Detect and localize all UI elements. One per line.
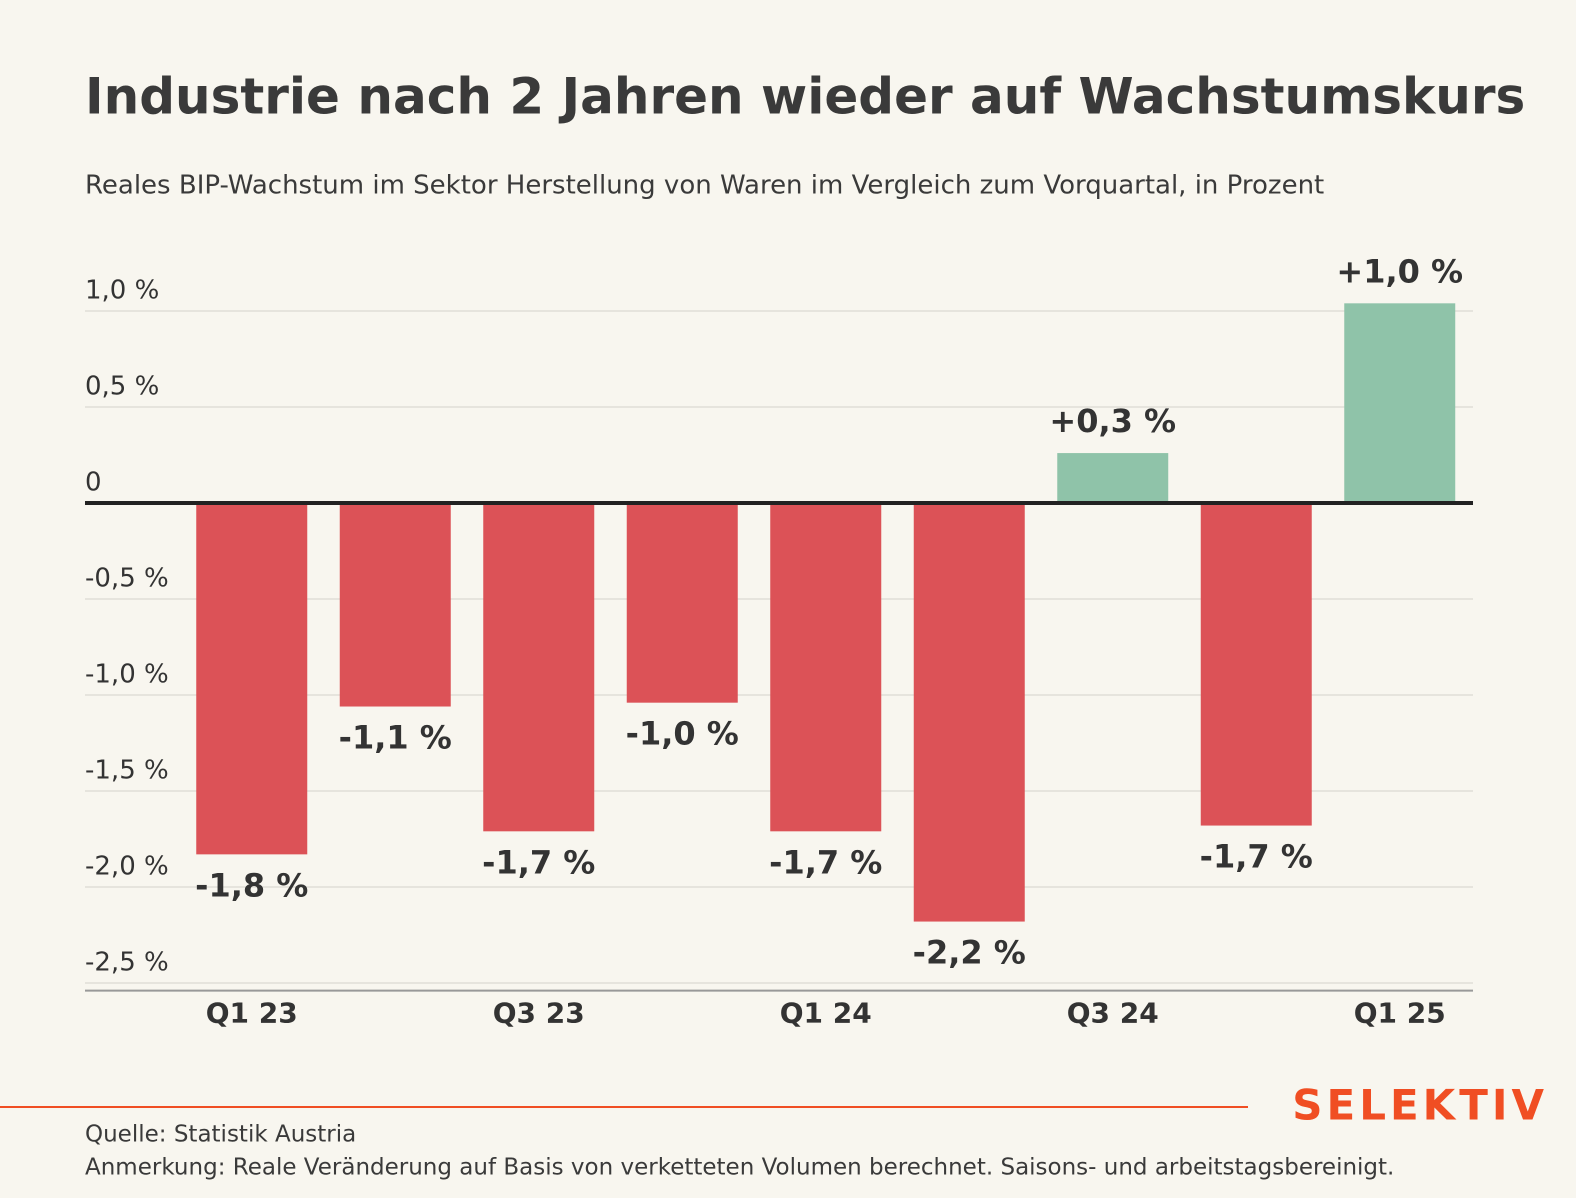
y-tick-label: -2,0 % bbox=[85, 852, 169, 882]
bar bbox=[483, 503, 595, 832]
bar bbox=[196, 503, 308, 855]
bar bbox=[339, 503, 451, 707]
bar bbox=[770, 503, 882, 832]
x-tick-label: Q3 24 bbox=[1067, 997, 1159, 1030]
chart-title: Industrie nach 2 Jahren wieder auf Wachs… bbox=[85, 68, 1525, 126]
bar bbox=[1057, 453, 1169, 503]
x-tick-label: Q1 25 bbox=[1354, 997, 1446, 1030]
y-tick-label: -1,5 % bbox=[85, 756, 169, 786]
y-tick-label: -2,5 % bbox=[85, 948, 169, 978]
value-label: -1,7 % bbox=[1200, 838, 1313, 876]
bar bbox=[626, 503, 738, 703]
note: Anmerkung: Reale Veränderung auf Basis v… bbox=[85, 1155, 1394, 1181]
value-label: +0,3 % bbox=[1049, 402, 1176, 440]
x-tick-label: Q1 23 bbox=[206, 997, 298, 1030]
y-tick-label: 1,0 % bbox=[85, 276, 159, 306]
y-tick-label: -1,0 % bbox=[85, 660, 169, 690]
brand-logo: SELEKTIV bbox=[1292, 1081, 1548, 1130]
source: Quelle: Statistik Austria bbox=[85, 1122, 356, 1148]
value-label: -1,1 % bbox=[339, 719, 452, 757]
value-label: +1,0 % bbox=[1336, 252, 1463, 290]
value-label: -2,2 % bbox=[913, 934, 1026, 972]
y-tick-label: 0,5 % bbox=[85, 372, 159, 402]
bar bbox=[1344, 303, 1456, 503]
value-label: -1,7 % bbox=[769, 843, 882, 881]
chart-subtitle: Reales BIP-Wachstum im Sektor Herstellun… bbox=[85, 171, 1324, 201]
value-label: -1,7 % bbox=[482, 843, 595, 881]
value-label: -1,8 % bbox=[195, 866, 308, 904]
y-tick-label: -0,5 % bbox=[85, 564, 169, 594]
bar bbox=[913, 503, 1025, 922]
y-tick-label: 0 bbox=[85, 468, 102, 498]
x-tick-label: Q1 24 bbox=[780, 997, 872, 1030]
x-tick-label: Q3 23 bbox=[493, 997, 585, 1030]
value-label: -1,0 % bbox=[626, 715, 739, 753]
bar bbox=[1200, 503, 1312, 826]
